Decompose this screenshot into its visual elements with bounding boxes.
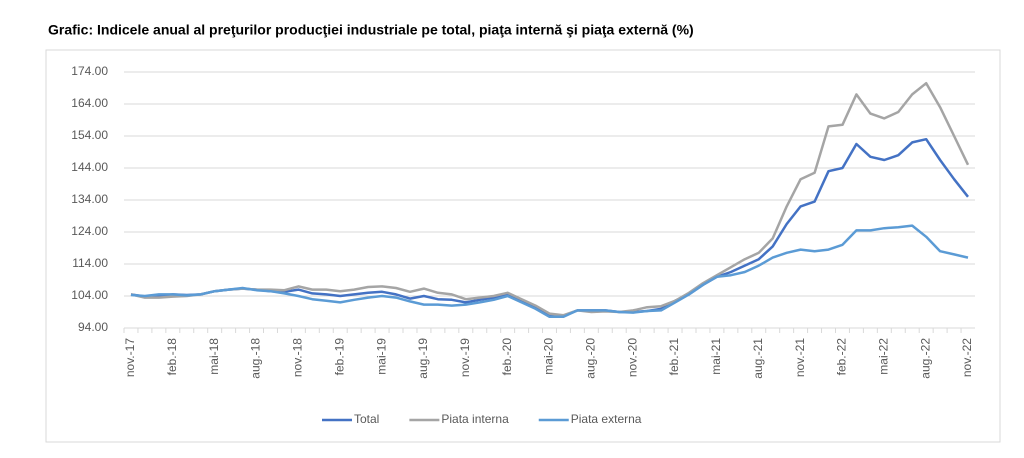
legend-label: Piata interna (441, 412, 509, 426)
legend-label: Piata externa (571, 412, 642, 426)
x-tick-label: feb.-20 (500, 338, 514, 376)
y-tick-label: 94.00 (78, 320, 108, 334)
x-tick-label: aug.-20 (584, 338, 598, 379)
x-tick-label: mai-19 (374, 338, 388, 375)
x-tick-label: mai-22 (876, 338, 890, 375)
x-tick-label: feb.-21 (667, 338, 681, 376)
y-tick-label: 134.00 (71, 192, 108, 206)
x-tick-label: nov.-21 (793, 338, 807, 377)
x-tick-label: nov.-20 (625, 338, 639, 377)
chart-frame (45, 49, 1001, 443)
y-tick-label: 144.00 (71, 160, 108, 174)
x-tick-label: aug.-22 (918, 338, 932, 379)
y-tick-label: 154.00 (71, 128, 108, 142)
x-tick-label: mai-20 (542, 338, 556, 375)
x-tick-label: nov.-19 (458, 338, 472, 377)
x-tick-label: mai-21 (709, 338, 723, 375)
legend-label: Total (354, 412, 379, 426)
chart-title: Grafic: Indicele anual al preţurilor pro… (48, 22, 694, 38)
x-tick-label: feb.-22 (835, 338, 849, 376)
x-tick-label: feb.-19 (332, 338, 346, 376)
y-tick-label: 124.00 (71, 224, 108, 238)
x-tick-label: mai-18 (207, 338, 221, 375)
x-tick-label: nov.-22 (960, 338, 974, 377)
x-tick-label: aug.-18 (249, 338, 263, 379)
y-tick-label: 104.00 (71, 288, 108, 302)
series-line (130, 224, 969, 319)
y-tick-label: 114.00 (72, 256, 108, 270)
x-tick-label: nov.-17 (123, 338, 137, 377)
x-tick-label: nov.-18 (291, 338, 305, 377)
series-line (130, 81, 970, 317)
x-tick-label: feb.-18 (165, 338, 179, 376)
x-tick-label: aug.-21 (751, 338, 765, 379)
y-tick-label: 174.00 (71, 64, 108, 78)
x-tick-label: aug.-19 (416, 338, 430, 379)
y-tick-label: 164.00 (71, 96, 108, 110)
